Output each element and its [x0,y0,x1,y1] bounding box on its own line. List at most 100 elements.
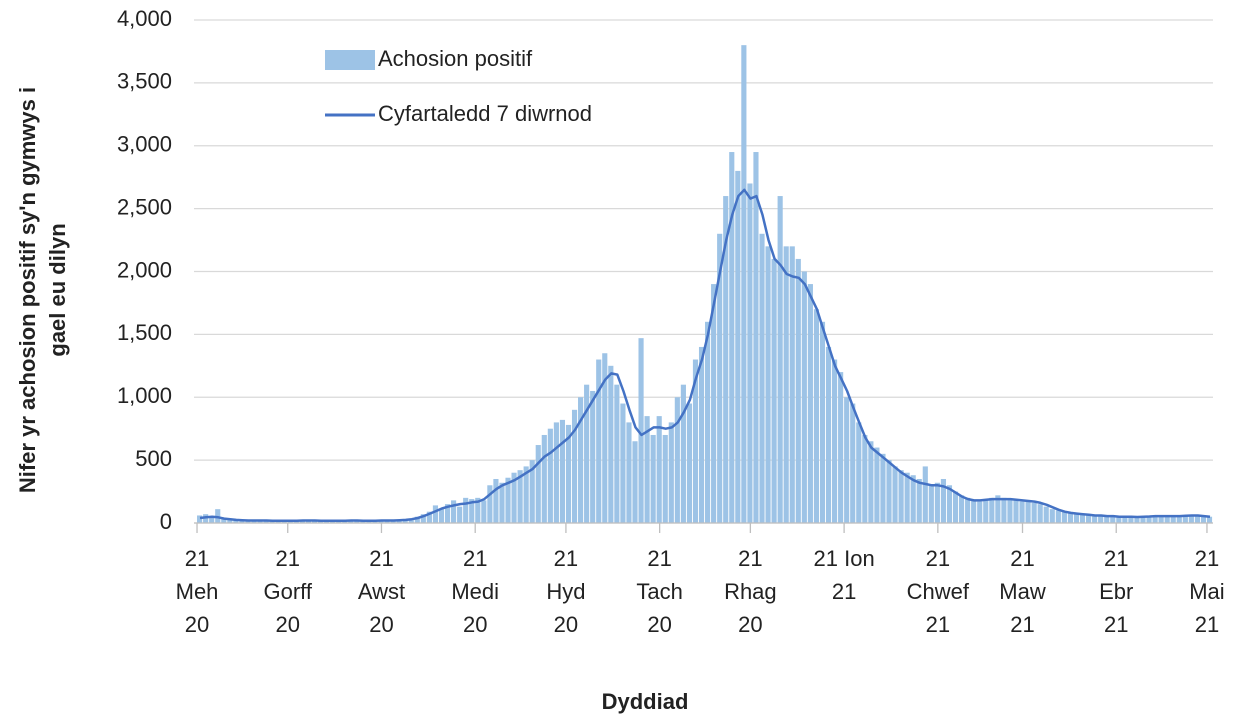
bar [578,397,584,523]
bar [438,509,445,523]
bar [1116,516,1122,523]
bar [1206,516,1213,523]
bar [1176,516,1182,523]
bar [971,500,977,523]
bar [602,353,608,523]
bar [904,472,910,523]
bar [420,514,426,523]
bar [1019,501,1025,523]
x-tick-label: 21 Ebr 21 [1099,546,1133,637]
bar [221,517,227,523]
bar [819,321,826,523]
bar [922,466,928,523]
bar [596,359,602,523]
bar [239,520,245,523]
bar [475,497,481,523]
bar [1164,515,1170,523]
x-tick-label: 21 Mai 21 [1189,546,1224,637]
y-tick-label: 1,500 [117,320,172,345]
legend-label: Achosion positif [378,46,533,71]
bar [729,152,735,523]
bar [674,397,680,523]
bar [735,170,741,523]
bar [432,505,439,523]
bar [1188,514,1194,523]
bar [1146,516,1152,523]
bar [934,482,940,523]
bar [983,499,989,523]
x-tick-label: 21 Meh 20 [176,546,219,637]
bar [384,521,390,523]
bar [807,284,813,523]
legend-swatch [325,50,375,70]
x-tick-label: 21 Ion 21 [814,546,875,604]
bar [1007,499,1013,523]
bar [590,390,596,523]
x-tick-label: 21 Maw 21 [999,546,1046,637]
bar [1031,502,1037,523]
bar [844,397,850,523]
bar [717,233,723,523]
bar [1200,516,1207,523]
x-axis-title: Dyddiad [602,689,689,714]
y-tick-label: 3,000 [117,132,172,157]
bar [1134,516,1140,523]
bar [680,384,686,523]
bar [644,416,650,523]
bar [916,478,922,523]
y-tick-label: 0 [160,509,172,534]
bar [705,321,711,523]
bar [511,472,517,523]
bar [856,422,862,523]
bar [650,434,656,523]
bar [862,434,868,523]
bar [408,518,414,523]
bar [946,485,953,523]
x-tick-label: 21 Gorff 20 [263,546,312,637]
x-tick-label: 21 Rhag 20 [724,546,777,637]
bar [880,453,886,523]
bar [928,485,934,523]
bar [959,495,965,523]
bar [813,309,820,523]
bar [892,466,898,523]
bar [995,495,1001,523]
bar [481,500,487,523]
bar [668,422,674,523]
bar [444,504,451,523]
bar [396,520,402,523]
bar [541,434,547,523]
bar [1073,512,1080,523]
bar [795,258,801,523]
bar [469,499,475,523]
bar [711,284,717,523]
bar [499,482,505,523]
x-tick-label: 21 Tach 20 [636,546,682,637]
bar [838,372,844,523]
bar [692,359,699,523]
bar [547,428,553,523]
bar [336,521,342,523]
legend-label: Cyfartaledd 7 diwrnod [378,101,592,126]
bar [1128,516,1134,523]
bar [656,416,662,523]
bar [463,497,469,523]
bar [1013,500,1019,523]
bar [874,447,880,523]
bar [227,519,233,523]
bar [245,520,251,523]
bar [741,45,747,524]
bar [886,460,892,523]
bar [1170,516,1176,523]
bar [638,338,644,523]
bar [523,466,529,523]
bar [457,506,463,523]
bar [559,419,566,523]
bar [626,422,632,523]
bar [197,515,203,523]
bar [529,460,535,523]
bar [426,511,432,523]
bar [1025,500,1031,523]
